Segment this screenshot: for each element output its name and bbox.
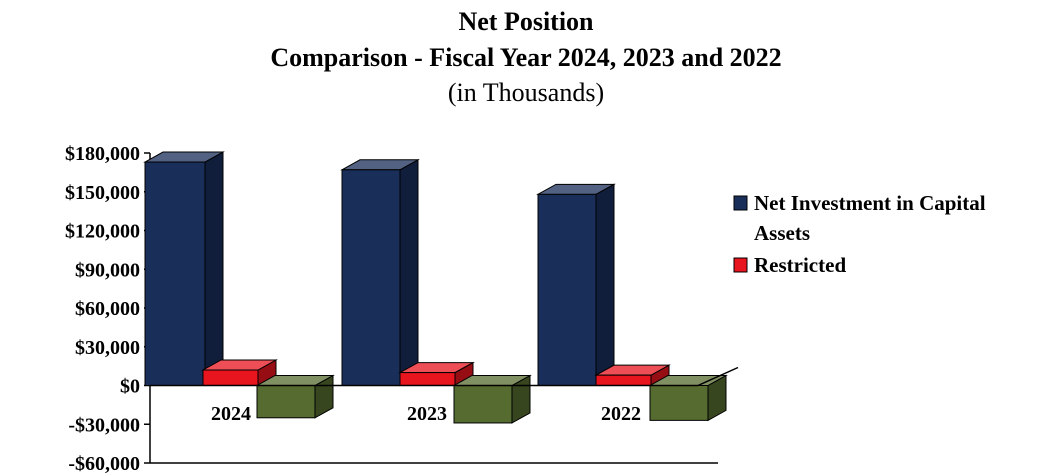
y-tick-label: $90,000 (75, 259, 140, 281)
bar-third-series (649, 385, 709, 421)
bar-third-series (256, 385, 316, 419)
y-tick-label: -$60,000 (68, 453, 140, 475)
y-tick-label: $120,000 (65, 221, 140, 243)
legend-swatch (733, 257, 748, 273)
x-axis-zero-depth-line (697, 366, 739, 387)
bar-restricted (399, 372, 456, 387)
y-tick-label: $180,000 (65, 143, 140, 165)
chart-units-note: (in Thousands) (447, 78, 605, 107)
bar-net-investment-side (595, 183, 615, 387)
chart-title: Net Position (458, 7, 594, 36)
bar-net-investment (341, 169, 401, 386)
legend-label: Net Investment in Capital (754, 191, 986, 215)
y-tick-label: $60,000 (75, 298, 140, 320)
legend-label: Assets (754, 221, 810, 245)
y-tick-label: $150,000 (65, 182, 140, 204)
y-tick-label: $0 (120, 376, 140, 398)
bar-restricted (202, 369, 259, 386)
y-tick-label: $30,000 (75, 337, 140, 359)
x-category-label: 2022 (601, 403, 641, 425)
bar-net-investment-side (204, 151, 224, 387)
bar-net-investment (537, 193, 597, 386)
legend-label: Restricted (754, 253, 846, 277)
bar-restricted (595, 374, 652, 386)
x-category-label: 2023 (407, 403, 447, 425)
bar-third-series (453, 385, 513, 424)
title-block: Net Position Comparison - Fiscal Year 20… (0, 4, 1052, 110)
bar-net-investment-side (399, 158, 419, 387)
chart-subtitle: Comparison - Fiscal Year 2024, 2023 and … (270, 43, 782, 72)
y-tick-label: -$30,000 (68, 414, 140, 436)
bar-net-investment (144, 161, 206, 386)
x-category-label: 2024 (211, 403, 251, 425)
legend-swatch (733, 195, 748, 211)
